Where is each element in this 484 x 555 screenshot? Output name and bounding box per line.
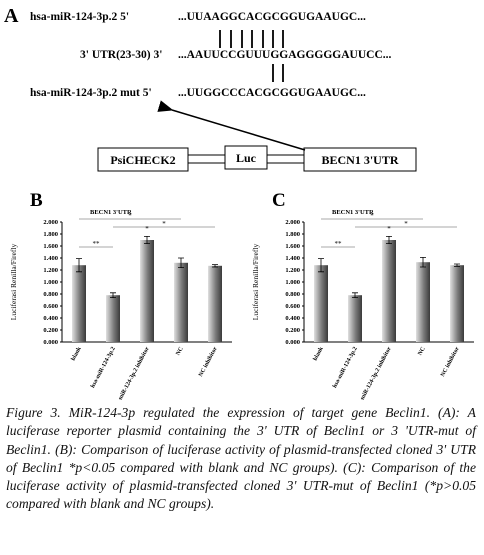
seq-name: hsa-miR-124-3p.2 5' bbox=[30, 11, 129, 23]
y-tick-label: 0.400 bbox=[285, 315, 300, 322]
sig-label: ** bbox=[335, 240, 343, 248]
panel-label: A bbox=[4, 5, 19, 27]
y-tick-label: 0.400 bbox=[43, 315, 58, 322]
y-tick-label: 1.400 bbox=[285, 255, 300, 262]
bar bbox=[382, 240, 396, 342]
y-tick-label: 1.800 bbox=[285, 231, 300, 238]
y-axis-label: Luciferasi Renilla/Firefly bbox=[251, 244, 260, 321]
bar bbox=[72, 265, 86, 342]
y-tick-label: 0.600 bbox=[285, 303, 300, 310]
y-tick-label: 1.200 bbox=[43, 267, 58, 274]
sig-label: * bbox=[162, 220, 166, 228]
seq-name: hsa-miR-124-3p.2 mut 5' bbox=[30, 87, 152, 99]
error-bar bbox=[76, 258, 82, 273]
y-tick-label: 0.800 bbox=[285, 291, 300, 298]
bar bbox=[416, 262, 430, 342]
x-tick-label: NC bbox=[417, 346, 426, 356]
chart-title: BECN1 3'UTR bbox=[90, 209, 132, 216]
sequence: ...UUGGCCCACGCGGUGAAUGC... bbox=[178, 87, 366, 99]
figure: A hsa-miR-124-3p.2 5' ...UUAAGGCACGCGGUG… bbox=[4, 5, 474, 400]
x-tick-label: hsa-miR-124-3p.2 inhibitor bbox=[355, 346, 393, 400]
y-tick-label: 0.000 bbox=[285, 339, 300, 346]
sequence: ...UUAAGGCACGCGGUGAAUGC... bbox=[178, 11, 366, 23]
error-bar bbox=[318, 258, 324, 273]
x-tick-label: hsa-miR-124-3p.2 bbox=[332, 346, 359, 389]
bar bbox=[348, 295, 362, 342]
error-bar bbox=[352, 292, 358, 298]
sig-label: * bbox=[370, 212, 374, 220]
y-tick-label: 1.800 bbox=[43, 231, 58, 238]
sig-label: * bbox=[387, 225, 391, 233]
x-tick-label: blank bbox=[71, 346, 83, 362]
y-tick-label: 1.400 bbox=[43, 255, 58, 262]
error-bar bbox=[110, 292, 116, 298]
caption: Figure 3. MiR-124-3p regulated the expre… bbox=[6, 404, 476, 514]
bar bbox=[106, 295, 120, 342]
y-tick-label: 1.000 bbox=[43, 279, 58, 286]
y-tick-label: 2.000 bbox=[285, 219, 300, 226]
sequence: ...AAUUCCGUUUGGAGGGGGAUUCC... bbox=[178, 49, 392, 61]
error-bar bbox=[386, 236, 392, 244]
bar bbox=[208, 265, 222, 342]
y-tick-label: 0.800 bbox=[43, 291, 58, 298]
x-tick-label: blank bbox=[313, 346, 325, 362]
error-bar bbox=[178, 257, 184, 268]
x-tick-label: NC inhibitor bbox=[198, 346, 219, 378]
y-tick-label: 1.600 bbox=[285, 243, 300, 250]
y-tick-label: 1.000 bbox=[285, 279, 300, 286]
bar bbox=[174, 262, 188, 342]
bar bbox=[140, 240, 154, 342]
plasmid-label: BECN1 3'UTR bbox=[321, 153, 398, 167]
caption-label: Figure 3. bbox=[6, 405, 61, 420]
x-tick-label: hsa-miR-124-3p.2 inhibitor bbox=[113, 346, 151, 400]
panel-label: C bbox=[272, 190, 286, 211]
seq-name: 3' UTR(23-30) 3' bbox=[80, 49, 162, 61]
caption-text: MiR-124-3p regulated the expression of t… bbox=[6, 405, 476, 512]
y-axis-label: Luciferasi Renilla/Firefly bbox=[9, 244, 18, 321]
pairing-lines bbox=[219, 30, 284, 82]
y-tick-label: 0.600 bbox=[43, 303, 58, 310]
y-tick-label: 1.600 bbox=[43, 243, 58, 250]
error-bar bbox=[144, 236, 150, 244]
plasmid-label: PsiCHECK2 bbox=[110, 153, 175, 167]
error-bar bbox=[212, 264, 218, 268]
x-tick-label: hsa-miR-124-3p.2 bbox=[90, 346, 117, 389]
plasmid-label: Luc bbox=[236, 151, 257, 165]
y-tick-label: 2.000 bbox=[43, 219, 58, 226]
bar bbox=[314, 265, 328, 342]
chart-title: BECN1 3'UTR bbox=[332, 209, 374, 216]
x-tick-label: NC inhibitor bbox=[440, 346, 461, 378]
panel-label: B bbox=[30, 190, 43, 211]
plasmid bbox=[97, 145, 417, 172]
arrow bbox=[157, 100, 306, 151]
sig-label: ** bbox=[93, 240, 101, 248]
sig-label: * bbox=[404, 220, 408, 228]
error-bar bbox=[454, 263, 460, 267]
y-tick-label: 1.200 bbox=[285, 267, 300, 274]
y-tick-label: 0.200 bbox=[285, 327, 300, 334]
x-tick-label: NC bbox=[175, 346, 184, 356]
y-tick-label: 0.200 bbox=[43, 327, 58, 334]
y-tick-label: 0.000 bbox=[43, 339, 58, 346]
sig-label: * bbox=[128, 212, 132, 220]
sig-label: * bbox=[145, 225, 149, 233]
bar bbox=[450, 265, 464, 342]
error-bar bbox=[420, 257, 426, 268]
